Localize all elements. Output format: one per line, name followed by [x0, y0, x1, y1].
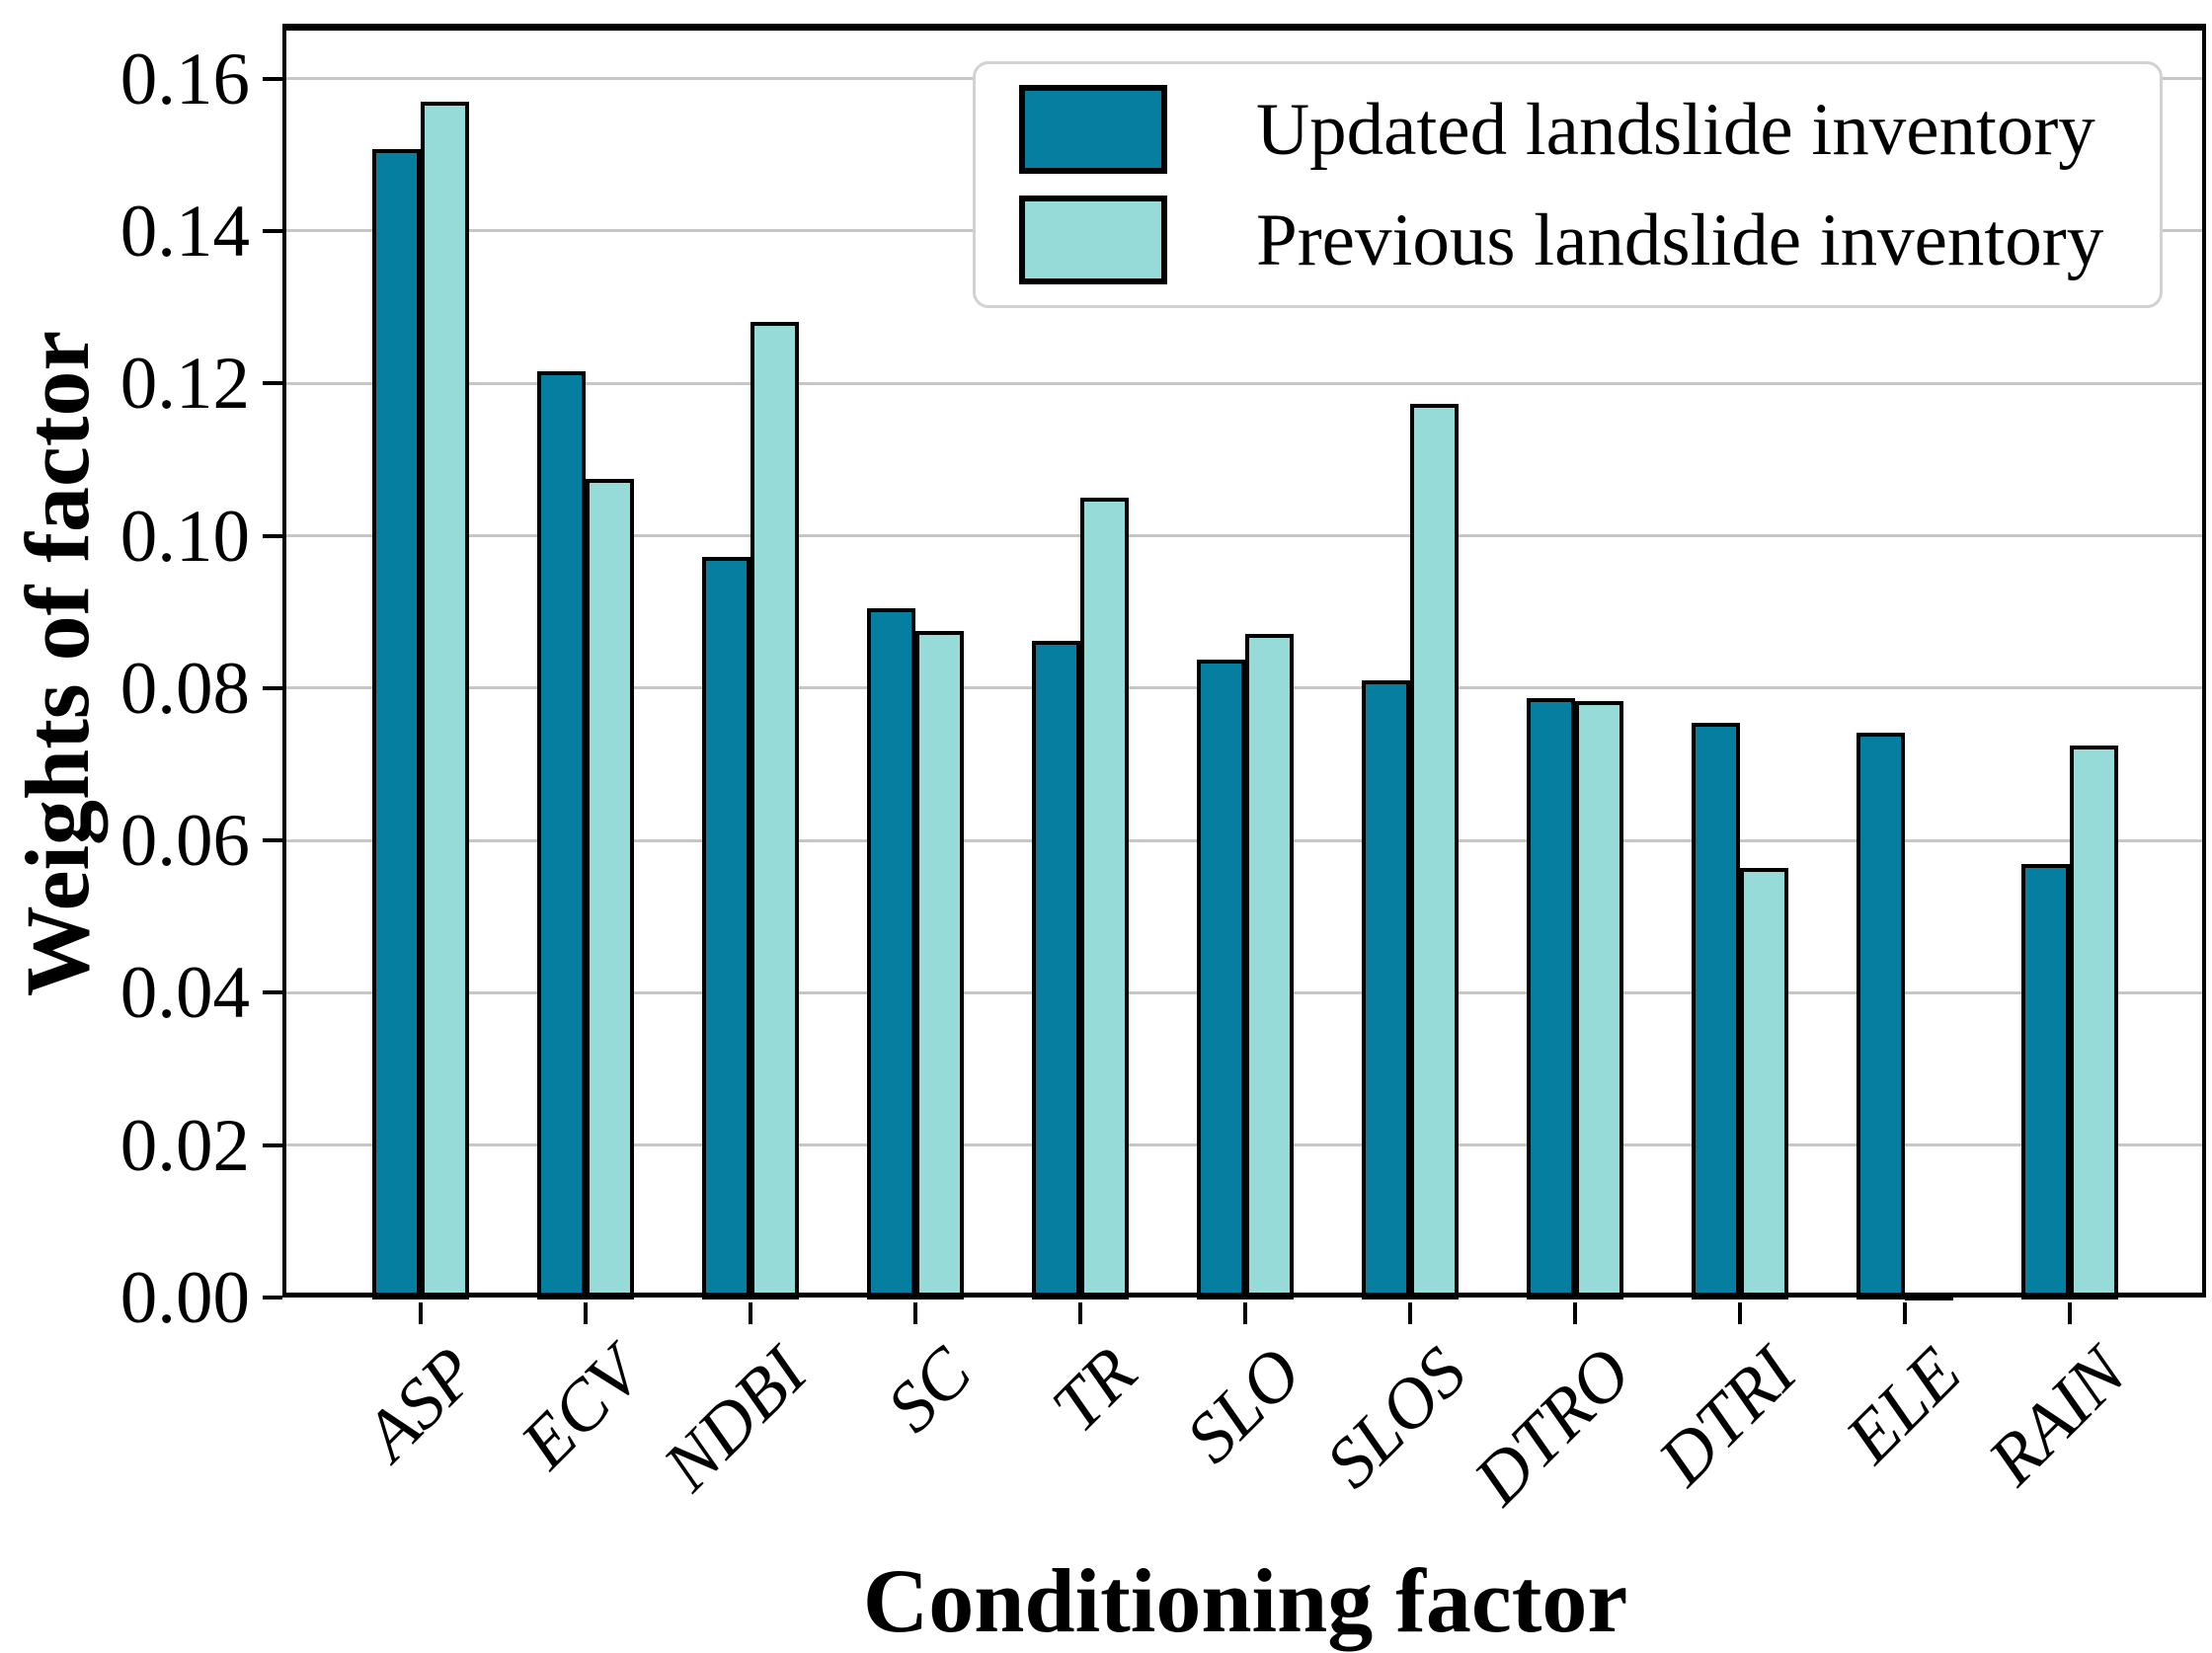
y-tick-label-0.08: 0.08: [119, 647, 250, 730]
x-tick-label-ECV: ECV: [506, 1332, 657, 1483]
x-tick-label-ASP: ASP: [349, 1332, 492, 1475]
bar-previous-SC: [915, 630, 964, 1299]
y-tick-0.08: [263, 685, 282, 690]
x-tick-label-TR: TR: [1036, 1332, 1151, 1448]
bar-previous-SLO: [1245, 633, 1294, 1299]
y-tick-0.00: [263, 1296, 282, 1299]
y-tick-label-0.12: 0.12: [119, 343, 250, 426]
gridline-0.12: [286, 381, 2202, 385]
bar-previous-SLOS: [1410, 403, 1459, 1299]
x-tick-SC: [913, 1302, 917, 1324]
y-tick-0.04: [263, 990, 282, 995]
x-tick-ASP: [419, 1302, 423, 1324]
bar-previous-ASP: [421, 101, 469, 1299]
gridline-0.10: [286, 534, 2202, 538]
y-tick-0.02: [263, 1142, 282, 1147]
x-tick-DTRO: [1573, 1302, 1577, 1324]
legend-swatch-previous-icon: [1019, 196, 1167, 284]
x-tick-label-SLO: SLO: [1170, 1332, 1316, 1478]
y-tick-label-0.16: 0.16: [119, 38, 250, 120]
y-tick-label-0.06: 0.06: [119, 800, 250, 883]
y-tick-0.12: [263, 381, 282, 386]
y-tick-label-0.02: 0.02: [119, 1104, 250, 1187]
x-tick-TR: [1078, 1302, 1082, 1324]
bar-updated-SLOS: [1362, 679, 1410, 1299]
x-tick-SLO: [1243, 1302, 1247, 1324]
y-tick-0.14: [263, 228, 282, 233]
bar-updated-NDBI: [702, 556, 750, 1299]
x-tick-label-DTRO: DTRO: [1459, 1332, 1646, 1520]
x-tick-label-DTRI: DTRI: [1643, 1332, 1811, 1500]
x-tick-DTRI: [1738, 1302, 1742, 1324]
x-tick-label-ELE: ELE: [1830, 1332, 1976, 1478]
y-tick-0.16: [263, 76, 282, 81]
x-tick-RAIN: [2068, 1302, 2072, 1324]
y-tick-label-0.00: 0.00: [119, 1257, 250, 1339]
y-tick-label-0.10: 0.10: [119, 495, 250, 578]
x-axis-title: Conditioning factor: [862, 1550, 1628, 1651]
y-tick-label-0.14: 0.14: [119, 190, 250, 273]
bar-updated-ELE: [1856, 733, 1905, 1299]
legend-label-updated: Updated landslide inventory: [1256, 88, 2095, 171]
bar-updated-ECV: [537, 371, 586, 1299]
x-tick-SLOS: [1408, 1302, 1412, 1324]
bar-updated-ASP: [372, 149, 421, 1299]
bar-updated-SLO: [1197, 659, 1245, 1299]
bar-previous-ECV: [586, 479, 634, 1299]
x-tick-label-SC: SC: [871, 1332, 987, 1448]
y-axis-title: Weights of factor: [7, 330, 108, 997]
x-tick-label-SLOS: SLOS: [1310, 1332, 1481, 1503]
bar-previous-DTRO: [1575, 700, 1623, 1299]
legend: Updated landslide inventory Previous lan…: [973, 61, 2163, 308]
legend-item-updated: Updated landslide inventory: [1019, 85, 2160, 174]
legend-item-previous: Previous landslide inventory: [1019, 196, 2160, 284]
x-tick-NDBI: [749, 1302, 752, 1324]
bar-previous-ELE: [1905, 1293, 1953, 1300]
y-tick-0.06: [263, 838, 282, 843]
x-tick-ELE: [1903, 1302, 1907, 1324]
bar-previous-NDBI: [750, 322, 799, 1299]
x-tick-label-RAIN: RAIN: [1973, 1332, 2141, 1500]
bar-updated-DTRO: [1527, 697, 1575, 1299]
bar-previous-TR: [1080, 498, 1129, 1299]
bar-previous-RAIN: [2070, 746, 2118, 1299]
y-tick-0.10: [263, 533, 282, 538]
legend-swatch-updated-icon: [1019, 85, 1167, 174]
bar-updated-DTRI: [1692, 723, 1740, 1299]
x-tick-label-NDBI: NDBI: [648, 1332, 822, 1506]
x-tick-ECV: [584, 1302, 588, 1324]
bar-previous-DTRI: [1740, 868, 1788, 1299]
legend-label-previous: Previous landslide inventory: [1256, 198, 2104, 281]
bar-updated-RAIN: [2021, 863, 2070, 1299]
bar-updated-TR: [1032, 641, 1080, 1299]
y-tick-label-0.04: 0.04: [119, 952, 250, 1035]
bar-updated-SC: [867, 607, 915, 1299]
